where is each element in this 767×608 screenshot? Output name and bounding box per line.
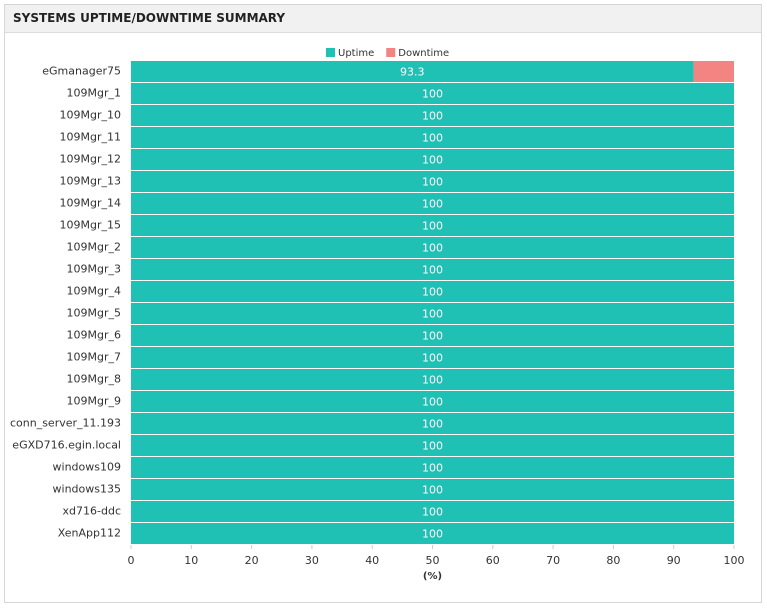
- data-label: 100: [422, 242, 443, 255]
- y-tick-label: 109Mgr_15: [60, 219, 122, 232]
- data-label: 100: [422, 132, 443, 145]
- bar-segment: [131, 61, 694, 82]
- legend-swatch: [386, 48, 396, 57]
- bar-segment: [131, 369, 734, 390]
- panel: SYSTEMS UPTIME/DOWNTIME SUMMARY: [4, 4, 762, 603]
- data-label: 100: [422, 484, 443, 497]
- legend-label: Downtime: [398, 48, 449, 59]
- y-tick-label: XenApp112: [58, 527, 121, 540]
- y-tick-label: 109Mgr_4: [67, 285, 122, 298]
- data-label: 100: [422, 198, 443, 211]
- y-tick-label: 109Mgr_14: [60, 197, 122, 210]
- x-tick-label: 50: [426, 554, 440, 567]
- y-tick-label: 109Mgr_12: [60, 153, 122, 166]
- y-tick-label: 109Mgr_10: [60, 109, 122, 122]
- bar-segment: [131, 215, 734, 236]
- y-tick-label: 109Mgr_1: [67, 87, 122, 100]
- y-tick-label: 109Mgr_11: [60, 131, 122, 144]
- data-label: 100: [422, 528, 443, 541]
- bar-segment: [131, 171, 734, 192]
- bar-segment: [131, 193, 734, 214]
- data-label: 100: [422, 440, 443, 453]
- x-tick-label: 80: [606, 554, 620, 567]
- bar-segment: [131, 105, 734, 126]
- x-tick-label: 0: [128, 554, 135, 567]
- y-tick-label: conn_server_11.193: [10, 417, 121, 430]
- x-tick-label: 20: [245, 554, 259, 567]
- bar-segment: [131, 413, 734, 434]
- data-label: 100: [422, 220, 443, 233]
- bar-segment: [131, 281, 734, 302]
- bar-segment: [131, 501, 734, 522]
- data-label: 100: [422, 110, 443, 123]
- y-tick-label: 109Mgr_9: [67, 395, 122, 408]
- x-tick-label: 100: [724, 554, 745, 567]
- bar-segment: [131, 237, 734, 258]
- x-tick-label: 40: [365, 554, 379, 567]
- legend-label: Uptime: [338, 48, 374, 59]
- y-tick-label: xd716-ddc: [63, 505, 121, 518]
- x-tick-label: 60: [486, 554, 500, 567]
- bar-segment: [131, 149, 734, 170]
- data-label: 100: [422, 88, 443, 101]
- y-tick-label: 109Mgr_5: [67, 307, 122, 320]
- bar-segment: [131, 523, 734, 544]
- panel-header: SYSTEMS UPTIME/DOWNTIME SUMMARY: [5, 5, 761, 33]
- data-label: 100: [422, 308, 443, 321]
- data-label: 100: [422, 374, 443, 387]
- data-label: 100: [422, 396, 443, 409]
- x-tick-label: 10: [184, 554, 198, 567]
- data-label: 100: [422, 506, 443, 519]
- x-tick-label: 30: [305, 554, 319, 567]
- data-label: 100: [422, 154, 443, 167]
- y-tick-label: 109Mgr_3: [67, 263, 122, 276]
- bar-segment: [131, 435, 734, 456]
- bar-segment: [131, 347, 734, 368]
- data-label: 93.3: [400, 66, 425, 79]
- y-tick-label: eGmanager75: [42, 65, 121, 78]
- y-tick-label: 109Mgr_2: [67, 241, 122, 254]
- y-tick-label: 109Mgr_13: [60, 175, 122, 188]
- x-axis-label: (%): [423, 571, 442, 582]
- y-tick-label: eGXD716.egin.local: [12, 439, 121, 452]
- chart-title: SYSTEMS UPTIME/DOWNTIME SUMMARY: [13, 11, 286, 25]
- bar-segment: [131, 457, 734, 478]
- bar-segment: [131, 259, 734, 280]
- data-label: 100: [422, 418, 443, 431]
- y-tick-label: 109Mgr_7: [67, 351, 122, 364]
- x-tick-label: 90: [667, 554, 681, 567]
- bar-segment: [131, 303, 734, 324]
- data-label: 100: [422, 264, 443, 277]
- data-label: 100: [422, 330, 443, 343]
- bar-segment: [131, 479, 734, 500]
- y-tick-label: 109Mgr_8: [67, 373, 122, 386]
- data-label: 100: [422, 286, 443, 299]
- data-label: 100: [422, 352, 443, 365]
- bar-segment: [131, 83, 734, 104]
- bar-segment: [693, 61, 734, 82]
- bar-segment: [131, 325, 734, 346]
- data-label: 100: [422, 462, 443, 475]
- data-label: 100: [422, 176, 443, 189]
- x-tick-label: 70: [546, 554, 560, 567]
- legend-swatch: [326, 48, 335, 57]
- bar-segment: [131, 391, 734, 412]
- y-tick-label: 109Mgr_6: [67, 329, 122, 342]
- y-tick-label: windows109: [53, 461, 121, 474]
- bar-segment: [131, 127, 734, 148]
- y-tick-label: windows135: [53, 483, 121, 496]
